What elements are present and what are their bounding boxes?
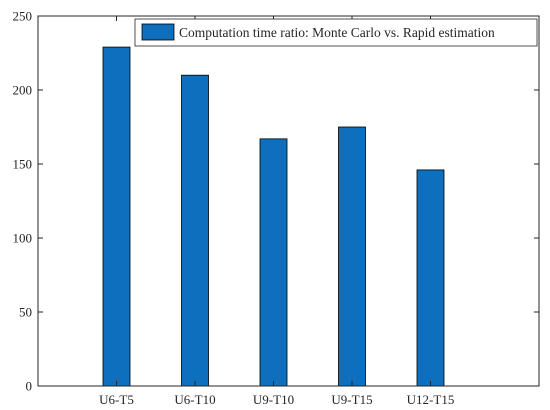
x-tick-label: U9-T15 xyxy=(331,392,372,407)
plot-frame xyxy=(37,15,540,387)
legend-box xyxy=(134,18,538,47)
bar-U6-T10 xyxy=(181,74,209,387)
x-tick-label: U12-T15 xyxy=(407,392,455,407)
y-tick-label: 100 xyxy=(13,231,33,246)
bar-U9-T10 xyxy=(259,138,288,387)
bar-U6-T5 xyxy=(102,46,131,387)
y-tick-label: 150 xyxy=(13,157,33,172)
bar-U12-T15 xyxy=(416,169,445,387)
y-tick-label: 0 xyxy=(26,379,33,394)
x-tick-label: U6-T10 xyxy=(174,392,215,407)
x-tick-label: U6-T5 xyxy=(99,392,134,407)
y-tick-label: 50 xyxy=(19,305,32,320)
y-tick-label: 250 xyxy=(13,9,33,24)
bar-U9-T15 xyxy=(338,126,366,387)
legend: Computation time ratio: Monte Carlo vs. … xyxy=(134,18,538,47)
x-axis: U6-T5 U6-T10 U9-T10 U9-T15 U12-T15 xyxy=(99,16,454,407)
y-tick-label: 200 xyxy=(13,83,33,98)
legend-label: Computation time ratio: Monte Carlo vs. … xyxy=(179,25,495,40)
y-axis: 0 50 100 150 200 250 xyxy=(13,9,539,394)
x-tick-label: U9-T10 xyxy=(253,392,294,407)
bar-series xyxy=(102,46,445,387)
legend-swatch xyxy=(141,23,175,41)
